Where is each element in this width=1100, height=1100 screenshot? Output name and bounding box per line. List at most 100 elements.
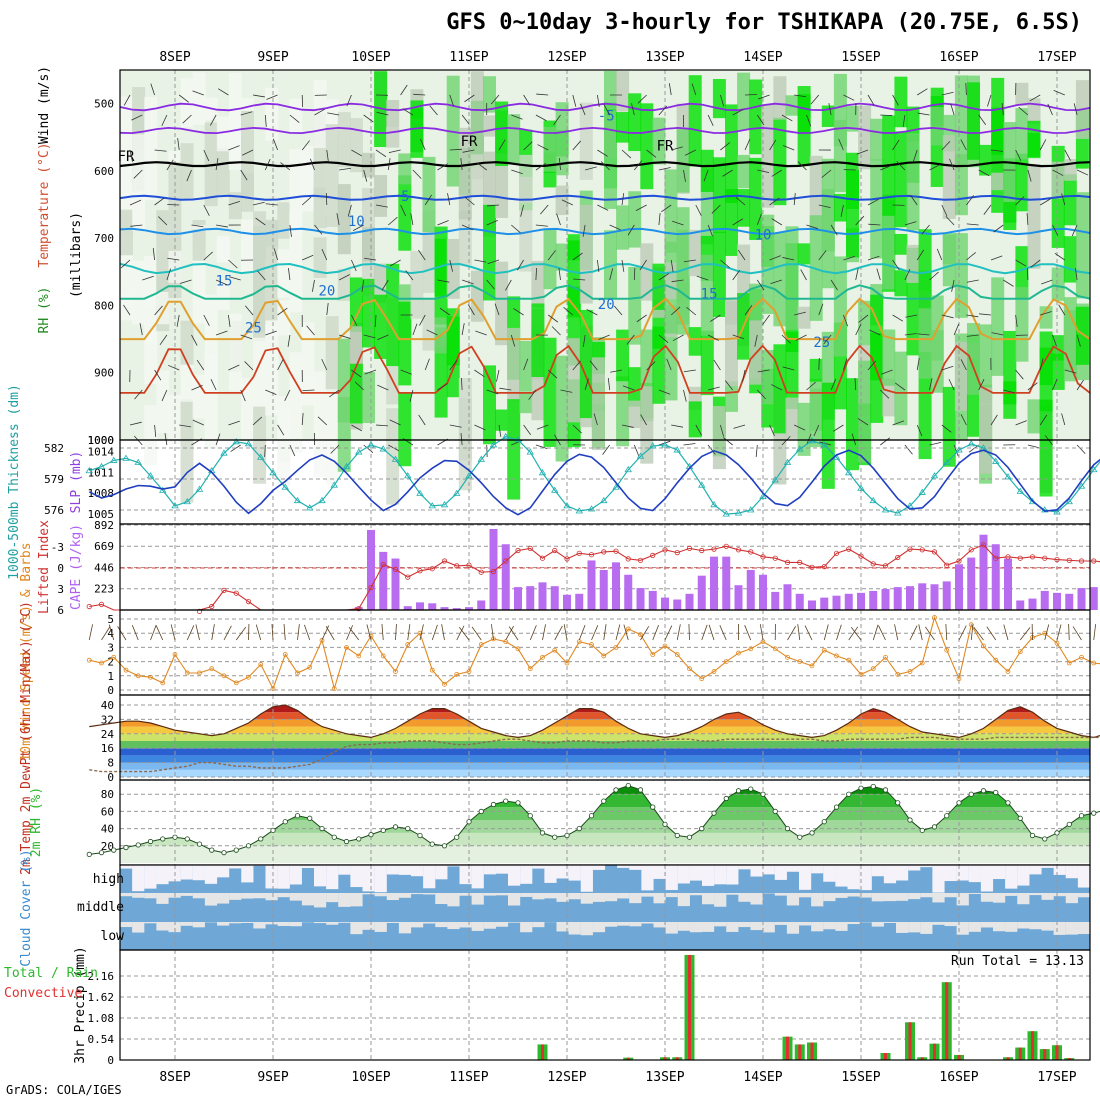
cloud-cell <box>229 893 242 900</box>
date-label-bottom: 12SEP <box>547 1070 586 1085</box>
thickness-point <box>195 485 204 492</box>
temperature-band <box>120 712 1090 720</box>
wind-barb <box>597 259 600 272</box>
rh-cell <box>446 308 460 398</box>
wind-barb <box>537 144 549 151</box>
wind-barb <box>449 148 462 151</box>
cloud-cell <box>605 893 618 902</box>
rh-point <box>735 788 742 794</box>
wind-barb <box>880 165 892 171</box>
wind-barb <box>830 378 837 391</box>
date-label-top: 11SEP <box>449 50 488 65</box>
wind-barb <box>558 158 561 171</box>
wind-barb <box>621 193 625 206</box>
wind-barb <box>1052 224 1059 236</box>
lifted-index-point <box>980 542 987 548</box>
cloud-cell <box>520 865 533 884</box>
cape-bar <box>1089 587 1098 610</box>
rh-cell <box>313 187 327 229</box>
wind-barb <box>273 248 278 261</box>
cloud-cell <box>1077 922 1091 935</box>
wind-barb <box>1027 444 1040 449</box>
cloud-cell <box>156 922 169 931</box>
wind-barb <box>1001 103 1004 116</box>
cloud-cell <box>750 865 763 877</box>
cloud-cell <box>556 922 569 932</box>
rh-point <box>686 834 693 840</box>
rh-cell <box>265 325 279 416</box>
cloud-cell <box>447 922 460 930</box>
wind-barb <box>461 224 474 231</box>
lifted-index-point <box>809 564 815 570</box>
wind-barb-10m <box>578 624 586 641</box>
wind-barb <box>627 224 635 236</box>
wind-barb <box>572 424 582 434</box>
wind-barb <box>732 334 745 340</box>
lifted-index-point <box>674 549 680 556</box>
wind-barb <box>252 416 263 426</box>
rh-cell <box>434 238 448 297</box>
cloud-cell <box>1053 865 1066 875</box>
precip-bar-convective <box>1018 1047 1022 1060</box>
lifted-index-point <box>405 574 411 580</box>
rh-cell <box>967 82 980 160</box>
wind-barb <box>867 360 877 371</box>
cape-bar <box>416 602 424 610</box>
wind-barb <box>1040 311 1052 316</box>
wind-barb-10m <box>441 624 445 641</box>
wind-barb <box>609 224 621 231</box>
wind-barb <box>904 444 913 455</box>
thickness-point <box>955 446 963 453</box>
rh-cell <box>180 320 194 365</box>
wind-barb-10m <box>223 625 232 641</box>
thickness-point <box>367 441 375 448</box>
cloud-cell <box>908 922 921 933</box>
rh-cell <box>725 381 738 412</box>
lifted-index-point <box>515 547 521 554</box>
temperature-band <box>120 755 1090 763</box>
wind-barb <box>633 444 640 457</box>
wind-barb <box>781 436 791 446</box>
rh-cell <box>773 232 787 327</box>
wind-barb <box>1015 259 1027 267</box>
wind-speed-point <box>736 650 741 656</box>
rh-cell <box>241 378 254 446</box>
lifted-index-point <box>662 547 668 553</box>
rh-point <box>429 841 435 847</box>
wind-barb <box>1076 169 1089 176</box>
cloud-cell <box>1017 893 1030 905</box>
rh-point <box>895 800 901 806</box>
rh-cell <box>846 170 859 209</box>
cloud-cell <box>1029 865 1042 875</box>
wind-barb <box>381 279 389 291</box>
wind-tick: 0 <box>107 684 114 697</box>
wind-barb <box>336 213 340 226</box>
wind-barb <box>658 273 670 281</box>
cloud-cell <box>956 922 969 935</box>
temperature-contour <box>119 194 1091 201</box>
cloud-cell <box>1041 922 1054 931</box>
cloud-cell <box>726 893 739 895</box>
thickness-point <box>477 455 485 462</box>
wind-barb <box>412 169 422 179</box>
rh-point <box>258 836 264 842</box>
wind-barb <box>375 149 387 158</box>
rh-cell <box>337 396 351 472</box>
wind-barb <box>941 204 948 217</box>
wind-barb <box>880 114 893 116</box>
thickness-point <box>881 506 890 513</box>
rh-cell <box>942 386 956 467</box>
rh-cell <box>870 159 884 259</box>
rh-cell <box>313 237 327 279</box>
li-tick: -3 <box>51 541 64 554</box>
precip-bar-convective <box>1055 1045 1059 1060</box>
temperature-band <box>120 726 1090 734</box>
lifted-index-point <box>760 554 766 560</box>
cloud-cell <box>968 865 981 883</box>
lifted-index-point <box>650 552 656 559</box>
lifted-index-point <box>1054 556 1060 563</box>
rh-band <box>120 832 1090 846</box>
wind-barb <box>351 259 357 272</box>
wind-barb <box>821 169 832 178</box>
rh-cell <box>495 101 509 167</box>
